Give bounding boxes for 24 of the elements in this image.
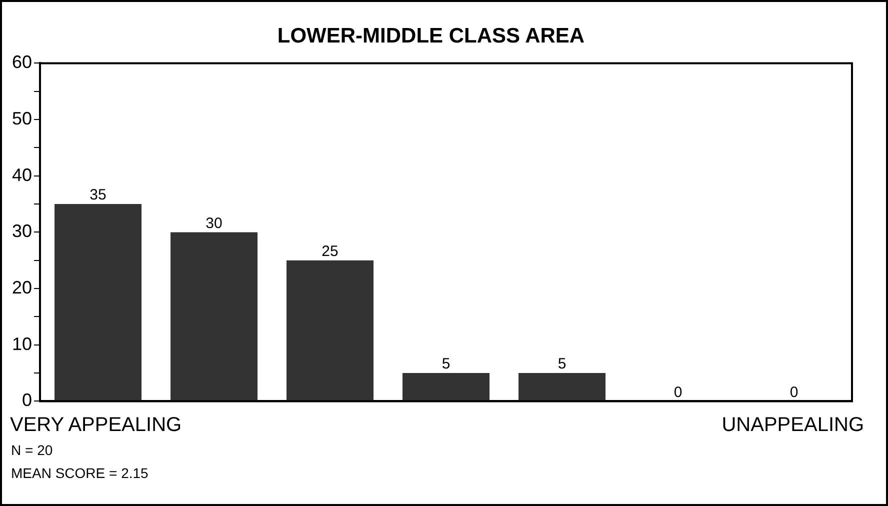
bar <box>286 260 374 401</box>
data-label: 5 <box>558 356 566 373</box>
y-tick-label: 0 <box>22 390 32 410</box>
text: MEAN SCORE = 2.15 <box>11 465 148 481</box>
y-tick-label: 60 <box>12 52 32 72</box>
data-label: 35 <box>90 186 106 204</box>
y-tick-label: 50 <box>12 108 32 128</box>
bar <box>402 373 490 401</box>
y-tick-label: 20 <box>12 278 32 298</box>
text: UNAPPEALING <box>722 414 864 437</box>
y-tick-label: 10 <box>12 334 32 354</box>
bar <box>54 204 142 401</box>
bar <box>518 373 606 401</box>
y-tick-label: 30 <box>12 221 32 242</box>
data-label: 0 <box>674 384 682 401</box>
data-label: 30 <box>206 214 222 232</box>
text: VERY APPEALING <box>10 414 182 437</box>
bar <box>170 232 258 401</box>
data-label: 25 <box>322 243 338 260</box>
chart-title: LOWER-MIDDLE CLASS AREA <box>277 24 585 48</box>
text: N = 20 <box>11 442 53 458</box>
y-tick-label: 40 <box>12 164 32 185</box>
data-label: 0 <box>790 384 798 401</box>
data-label: 5 <box>442 356 450 373</box>
